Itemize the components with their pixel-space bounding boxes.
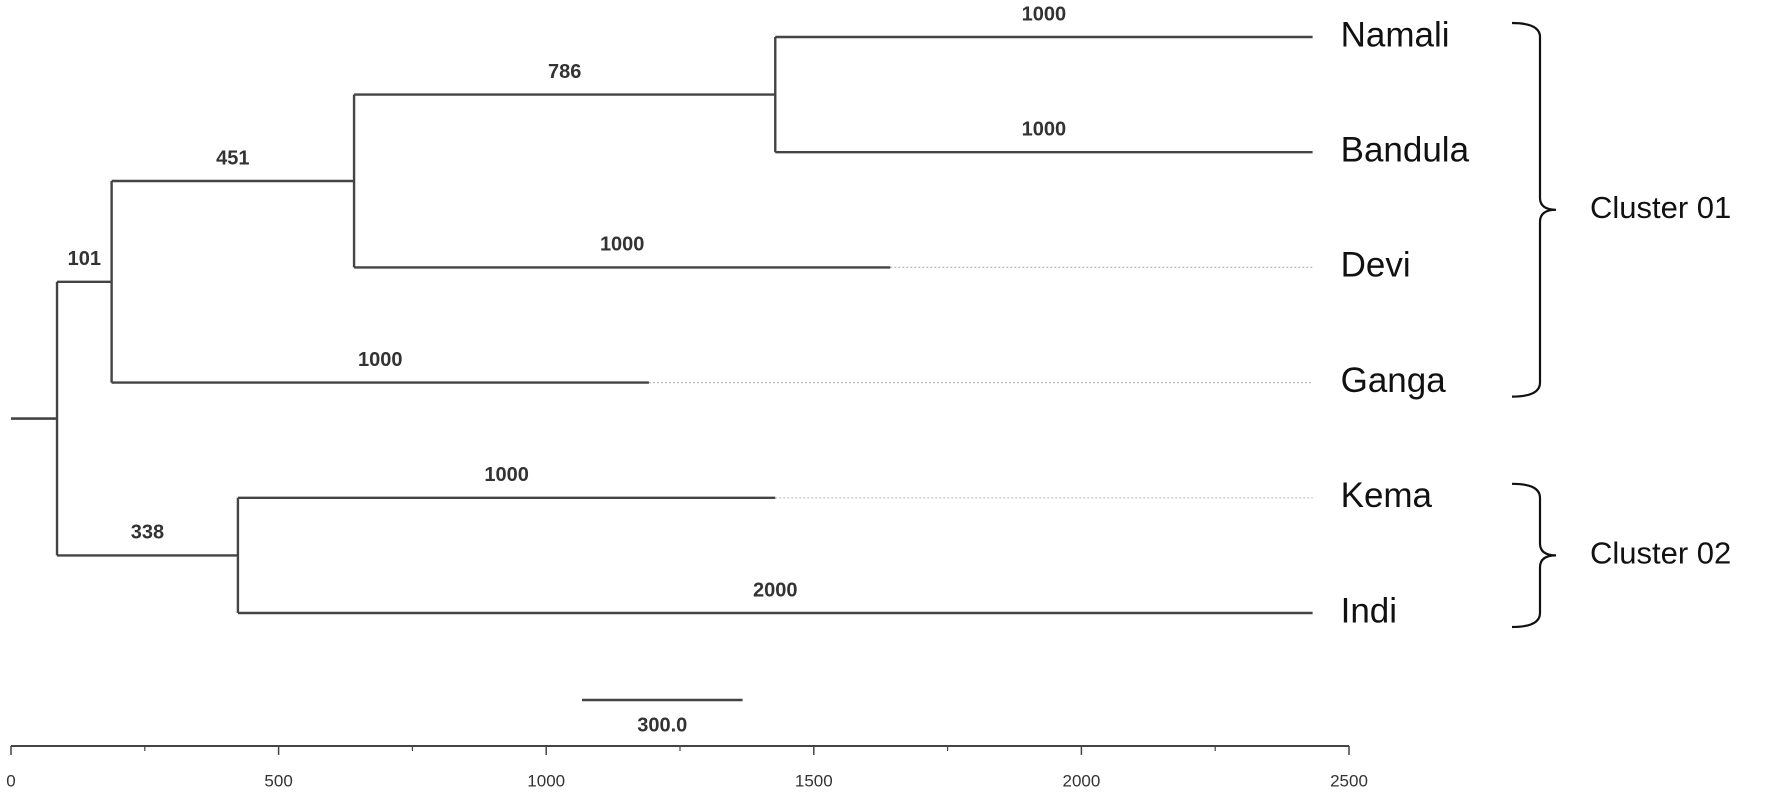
branch-support: 1000	[358, 349, 403, 371]
x-tick-label: 500	[264, 771, 292, 790]
branch-support: 1000	[1022, 3, 1067, 25]
branch-support: 451	[216, 147, 249, 169]
branch-support: 786	[548, 61, 581, 83]
leaf-label: Kema	[1341, 476, 1433, 515]
leaf-label: Ganga	[1341, 361, 1447, 400]
branch-support: 1000	[1022, 118, 1067, 140]
leaf-label: Bandula	[1341, 130, 1470, 169]
x-tick-label: 1000	[527, 771, 565, 790]
branch-support: 2000	[753, 579, 798, 601]
x-tick-label: 2000	[1062, 771, 1100, 790]
cluster-label: Cluster 01	[1590, 190, 1731, 225]
branch-support: 1000	[484, 464, 529, 486]
leaf-label: Devi	[1341, 246, 1411, 285]
cluster-brace	[1511, 21, 1557, 398]
x-tick-label: 1500	[795, 771, 833, 790]
branch-support: 1000	[600, 234, 645, 256]
leaf-label: Indi	[1341, 591, 1397, 630]
scale-bar-label: 300.0	[637, 714, 687, 736]
leaf-label: Namali	[1341, 15, 1450, 54]
branch-support: 338	[131, 522, 164, 544]
cluster-brace	[1511, 482, 1557, 629]
branch-support: 101	[68, 248, 101, 270]
cluster-label: Cluster 02	[1590, 536, 1731, 571]
x-tick-label: 2500	[1330, 771, 1368, 790]
x-tick-label: 0	[6, 771, 15, 790]
